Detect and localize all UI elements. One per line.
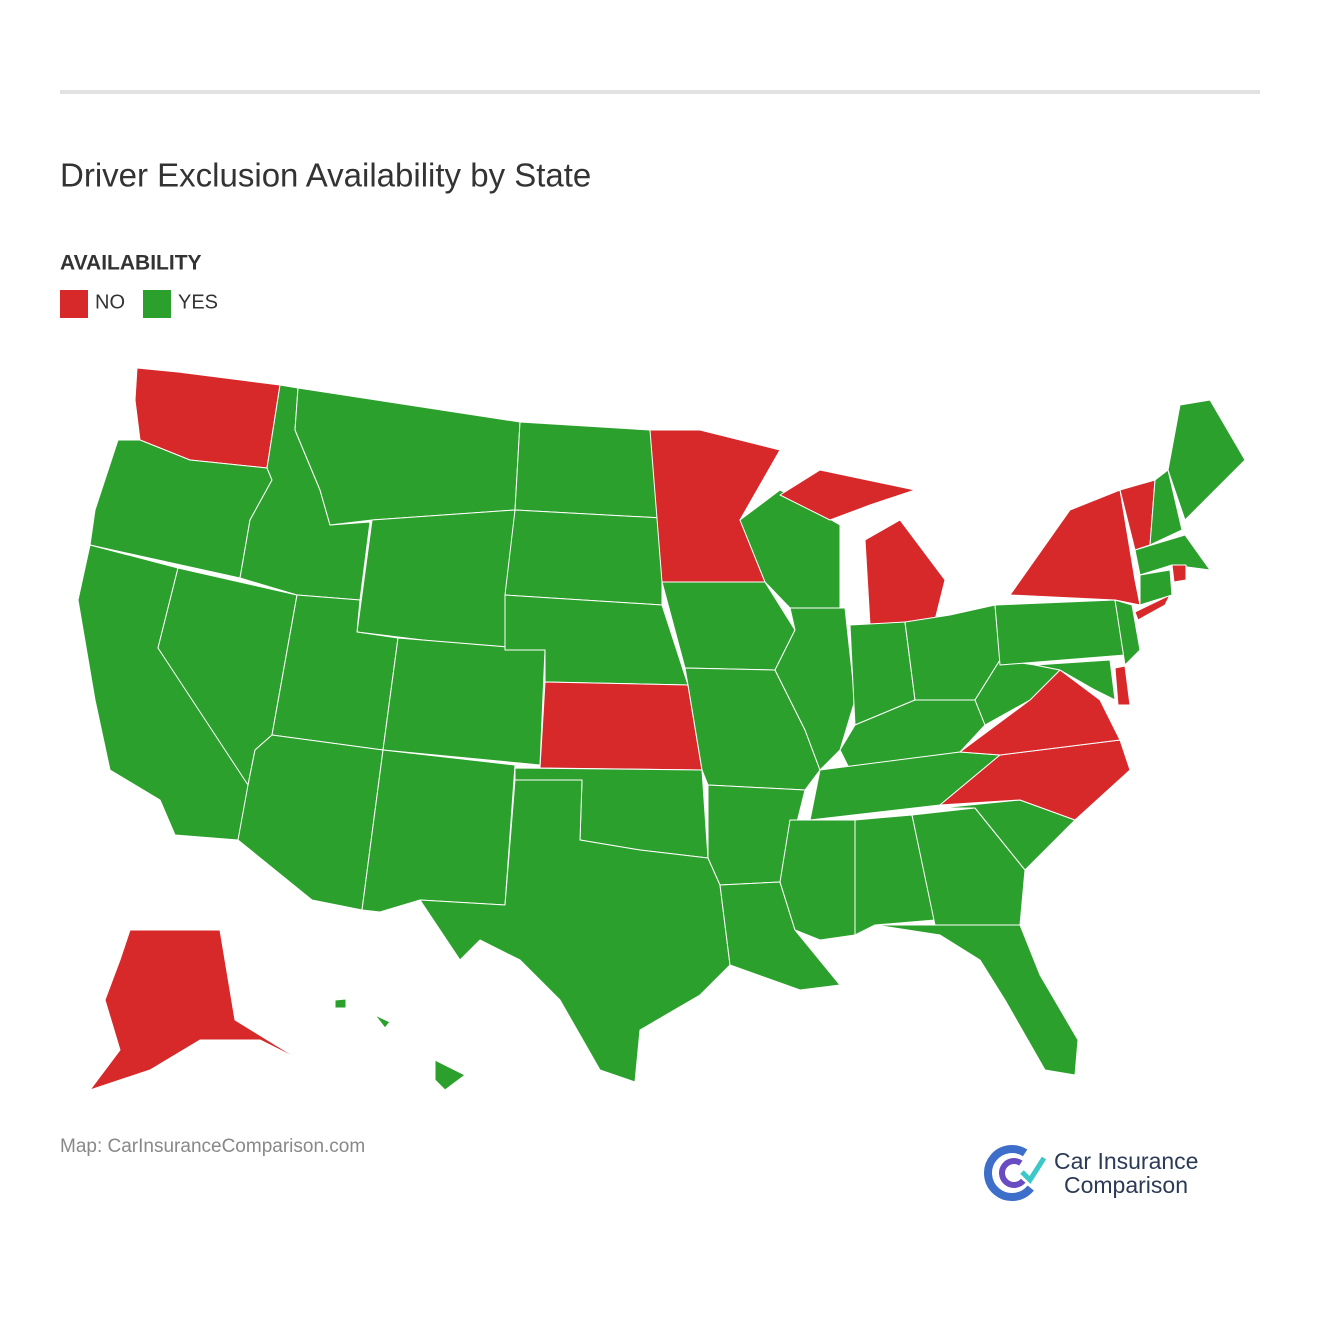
state — [419, 779, 731, 1083]
state — [1139, 569, 1173, 606]
state — [356, 509, 516, 651]
legend-swatch — [60, 290, 88, 318]
state — [1034, 659, 1116, 701]
state — [1134, 534, 1211, 576]
state — [1171, 564, 1187, 583]
legend-label: NO — [95, 291, 125, 313]
state — [994, 599, 1126, 666]
state — [361, 749, 516, 913]
state — [237, 734, 384, 911]
state — [382, 637, 546, 766]
state — [911, 807, 1026, 926]
logo: Car Insurance Comparison — [984, 1145, 1198, 1201]
state — [539, 681, 703, 771]
state — [1114, 599, 1141, 666]
logo-check — [1020, 1156, 1047, 1184]
legend-title: AVAILABILITY — [60, 252, 202, 275]
logo-icon-inner — [999, 1158, 1029, 1188]
legend-swatch — [143, 290, 171, 318]
state — [1167, 399, 1246, 521]
logo-icon — [984, 1145, 1040, 1201]
state — [779, 469, 946, 626]
state — [661, 581, 796, 671]
map — [77, 367, 1246, 1091]
state — [294, 387, 521, 526]
source: Map: CarInsuranceComparison.com — [60, 1136, 365, 1157]
state — [874, 924, 1079, 1076]
legend: NO YES — [60, 290, 218, 318]
state — [514, 421, 663, 519]
header-rule — [60, 90, 1260, 94]
state — [504, 509, 663, 606]
state — [334, 998, 466, 1091]
state — [1114, 665, 1131, 706]
state — [854, 814, 936, 936]
logo-text: Comparison — [1064, 1172, 1188, 1198]
state — [89, 929, 301, 1091]
title: Driver Exclusion Availability by State — [60, 157, 591, 194]
legend-label: YES — [178, 291, 218, 313]
logo-text: Car Insurance — [1054, 1148, 1198, 1174]
state — [1149, 469, 1183, 546]
